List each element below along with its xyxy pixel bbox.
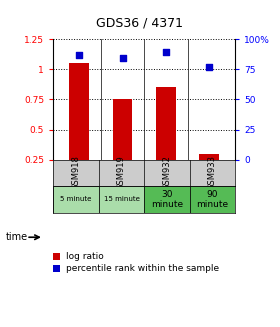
Text: GSM932: GSM932: [162, 155, 171, 190]
Text: time: time: [6, 232, 28, 242]
Text: GSM933: GSM933: [208, 155, 217, 190]
Text: log ratio: log ratio: [66, 252, 104, 261]
Bar: [113, 99, 132, 190]
Text: 15 minute: 15 minute: [104, 196, 139, 202]
Text: GSM918: GSM918: [71, 155, 80, 190]
Bar: [99, 186, 144, 213]
Text: GSM919: GSM919: [117, 155, 126, 190]
Text: GDS36 / 4371: GDS36 / 4371: [97, 16, 183, 29]
Text: percentile rank within the sample: percentile rank within the sample: [66, 264, 219, 273]
Bar: [156, 87, 176, 190]
Point: [207, 64, 211, 70]
Point: [77, 52, 81, 58]
Bar: [53, 186, 99, 213]
Text: 5 minute: 5 minute: [60, 196, 92, 202]
Bar: [144, 186, 190, 213]
Text: 90
minute: 90 minute: [196, 190, 228, 209]
Point: [164, 50, 168, 55]
Text: 30
minute: 30 minute: [151, 190, 183, 209]
Bar: [69, 63, 89, 190]
Bar: [199, 154, 219, 190]
Point: [120, 56, 125, 61]
Bar: [190, 186, 235, 213]
